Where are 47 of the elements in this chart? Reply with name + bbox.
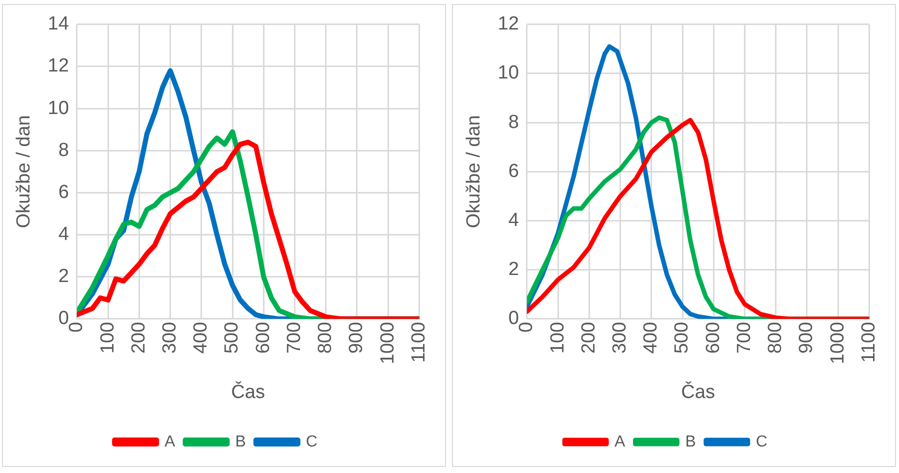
y-tick-label: 10 [498, 62, 519, 84]
y-tick-label: 2 [58, 266, 69, 288]
y-tick-label: 10 [48, 98, 69, 119]
legend-label: A [164, 433, 176, 450]
x-tick-label: 600 [702, 322, 724, 354]
x-tick-label: 500 [672, 322, 693, 354]
x-tick-label: 100 [547, 322, 568, 354]
x-tick-label: 800 [765, 322, 786, 354]
x-tick-label: 0 [66, 322, 88, 333]
x-tick-label: 1000 [827, 322, 848, 364]
y-tick-label: 6 [58, 182, 69, 203]
y-tick-label: 6 [508, 160, 519, 182]
y-tick-label: 12 [498, 14, 519, 35]
legend-label: B [685, 433, 696, 450]
x-tick-label: 100 [97, 322, 118, 354]
y-tick-label: 8 [58, 140, 69, 161]
y-tick-label: 4 [58, 224, 70, 246]
x-tick-label: 1100 [858, 322, 880, 363]
x-tick-label: 400 [190, 322, 212, 354]
legend-label: C [306, 433, 318, 450]
x-axis-title: Čas [231, 380, 265, 403]
x-tick-label: 900 [796, 322, 818, 354]
x-tick-label: 400 [640, 322, 662, 354]
x-tick-label: 300 [160, 322, 181, 354]
y-tick-label: 14 [48, 14, 70, 35]
y-axis-title: Okužbe / dan [14, 115, 35, 228]
x-tick-label: 200 [578, 322, 600, 354]
x-tick-label: 1100 [408, 322, 430, 363]
legend-label: A [614, 433, 626, 450]
y-axis-title: Okužbe / dan [464, 115, 485, 228]
x-tick-label: 500 [222, 322, 243, 354]
x-tick-label: 700 [284, 322, 305, 354]
x-tick-label: 700 [734, 322, 755, 354]
x-tick-label: 900 [346, 322, 368, 354]
legend-label: C [756, 433, 768, 450]
x-tick-label: 300 [610, 322, 631, 354]
y-tick-label: 8 [508, 112, 519, 133]
x-tick-label: 1000 [377, 322, 398, 364]
x-axis-title: Čas [681, 380, 715, 403]
y-tick-label: 4 [508, 210, 520, 231]
x-tick-label: 800 [315, 322, 336, 354]
y-tick-label: 2 [508, 259, 519, 280]
x-tick-label: 200 [128, 322, 150, 354]
x-tick-label: 0 [516, 322, 538, 333]
y-tick-label: 12 [48, 56, 69, 77]
x-tick-label: 600 [252, 322, 274, 354]
legend-label: B [235, 433, 246, 450]
